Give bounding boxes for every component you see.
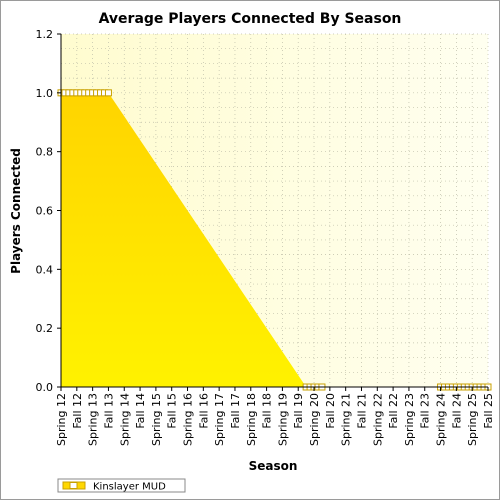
x-tick-label: Spring 23: [403, 393, 416, 446]
x-tick-label: Spring 14: [118, 393, 131, 446]
x-tick-label: Fall 23: [419, 393, 432, 429]
x-tick-label: Fall 24: [450, 393, 463, 429]
y-tick-label: 0.0: [36, 381, 54, 394]
x-tick-label: Spring 18: [245, 393, 258, 446]
y-tick-labels: 0.0 0.2 0.4 0.6 0.8 1.0 1.2: [36, 28, 54, 394]
x-tick-label: Fall 16: [197, 393, 210, 429]
x-tick-label: Spring 16: [182, 393, 195, 446]
x-tick-label: Spring 20: [308, 393, 321, 446]
legend-box: [57, 478, 186, 493]
y-axis-title: Players Connected: [9, 148, 23, 274]
x-tick-label: Spring 25: [466, 393, 479, 446]
x-tick-label: Fall 21: [355, 393, 368, 429]
x-tick-labels: Spring 12 Fall 12 Spring 13 Fall 13 Spring 1…: [55, 393, 495, 446]
x-tick-label: Fall 15: [166, 393, 179, 429]
x-tick-label: Fall 13: [102, 393, 115, 429]
legend-marker-icon: [69, 482, 78, 489]
x-tick-label: Fall 20: [324, 393, 337, 429]
x-tick-label: Fall 14: [134, 393, 147, 429]
x-tick-label: Spring 22: [371, 393, 384, 446]
x-tick-label: Fall 25: [482, 393, 495, 429]
x-tick-label: Fall 18: [261, 393, 274, 429]
series-area-kinslayer-mud: [61, 92, 488, 387]
x-tick-label: Fall 19: [292, 393, 305, 429]
y-tick-label: 1.0: [36, 87, 54, 100]
x-tick-label: Fall 22: [387, 393, 400, 429]
x-tick-label: Spring 24: [435, 393, 448, 446]
x-tick-label: Spring 12: [55, 393, 68, 446]
y-tick-label: 0.8: [36, 146, 54, 159]
x-tick-label: Spring 21: [340, 393, 353, 446]
legend: Kinslayer MUD: [57, 478, 186, 493]
legend-label: Kinslayer MUD: [93, 482, 166, 493]
series-point: [104, 89, 112, 97]
x-tick-label: Spring 19: [276, 393, 289, 446]
y-tick-label: 0.4: [36, 263, 54, 276]
x-tick-label: Spring 17: [213, 393, 226, 446]
x-tick-label: Fall 17: [229, 393, 242, 429]
y-tick-label: 0.2: [36, 322, 54, 335]
x-tick-label: Spring 15: [150, 393, 163, 446]
y-tick-label: 0.6: [36, 205, 54, 218]
axes: [57, 33, 489, 391]
x-axis-title: Season: [249, 459, 298, 473]
x-tick-label: Spring 13: [87, 393, 100, 446]
x-tick-label: Fall 12: [71, 393, 84, 429]
y-tick-label: 1.2: [36, 28, 54, 41]
chart-title: Average Players Connected By Season: [99, 11, 402, 27]
